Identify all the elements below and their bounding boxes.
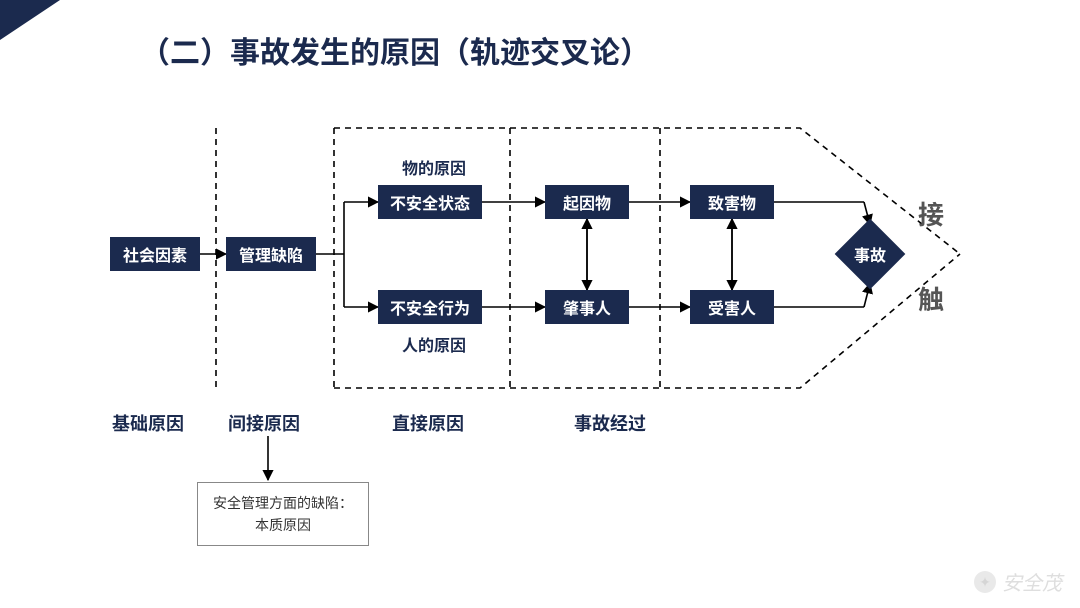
- page-title: （二）事故发生的原因（轨迹交叉论）: [140, 28, 650, 72]
- section-direct-cause: 直接原因: [392, 410, 464, 436]
- label-contact-bot: 触: [918, 280, 944, 317]
- section-indirect-cause: 间接原因: [228, 410, 300, 436]
- corner-accent: [0, 0, 60, 40]
- section-basic-cause: 基础原因: [112, 410, 184, 436]
- node-unsafe-act: 不安全行为: [378, 290, 482, 324]
- label-contact-top: 接: [918, 195, 944, 232]
- node-victim: 受害人: [690, 290, 774, 324]
- node-harm-object: 致害物: [690, 185, 774, 219]
- node-actor: 肇事人: [545, 290, 629, 324]
- note-line1: 安全管理方面的缺陷：: [213, 492, 353, 514]
- note-essential-cause: 安全管理方面的缺陷： 本质原因: [197, 482, 369, 546]
- label-human-cause: 人的原因: [402, 332, 466, 356]
- node-unsafe-state: 不安全状态: [378, 185, 482, 219]
- label-thing-cause: 物的原因: [402, 155, 466, 179]
- node-accident: 事故: [835, 219, 906, 290]
- section-accident-process: 事故经过: [574, 410, 646, 436]
- watermark: ✦ 安全茂: [974, 567, 1062, 596]
- node-cause-object: 起因物: [545, 185, 629, 219]
- watermark-text: 安全茂: [1002, 567, 1062, 596]
- note-line2: 本质原因: [255, 514, 311, 536]
- wechat-icon: ✦: [974, 571, 996, 593]
- node-management-defect: 管理缺陷: [226, 237, 316, 271]
- node-accident-label: 事故: [854, 242, 886, 266]
- node-social-factors: 社会因素: [110, 237, 200, 271]
